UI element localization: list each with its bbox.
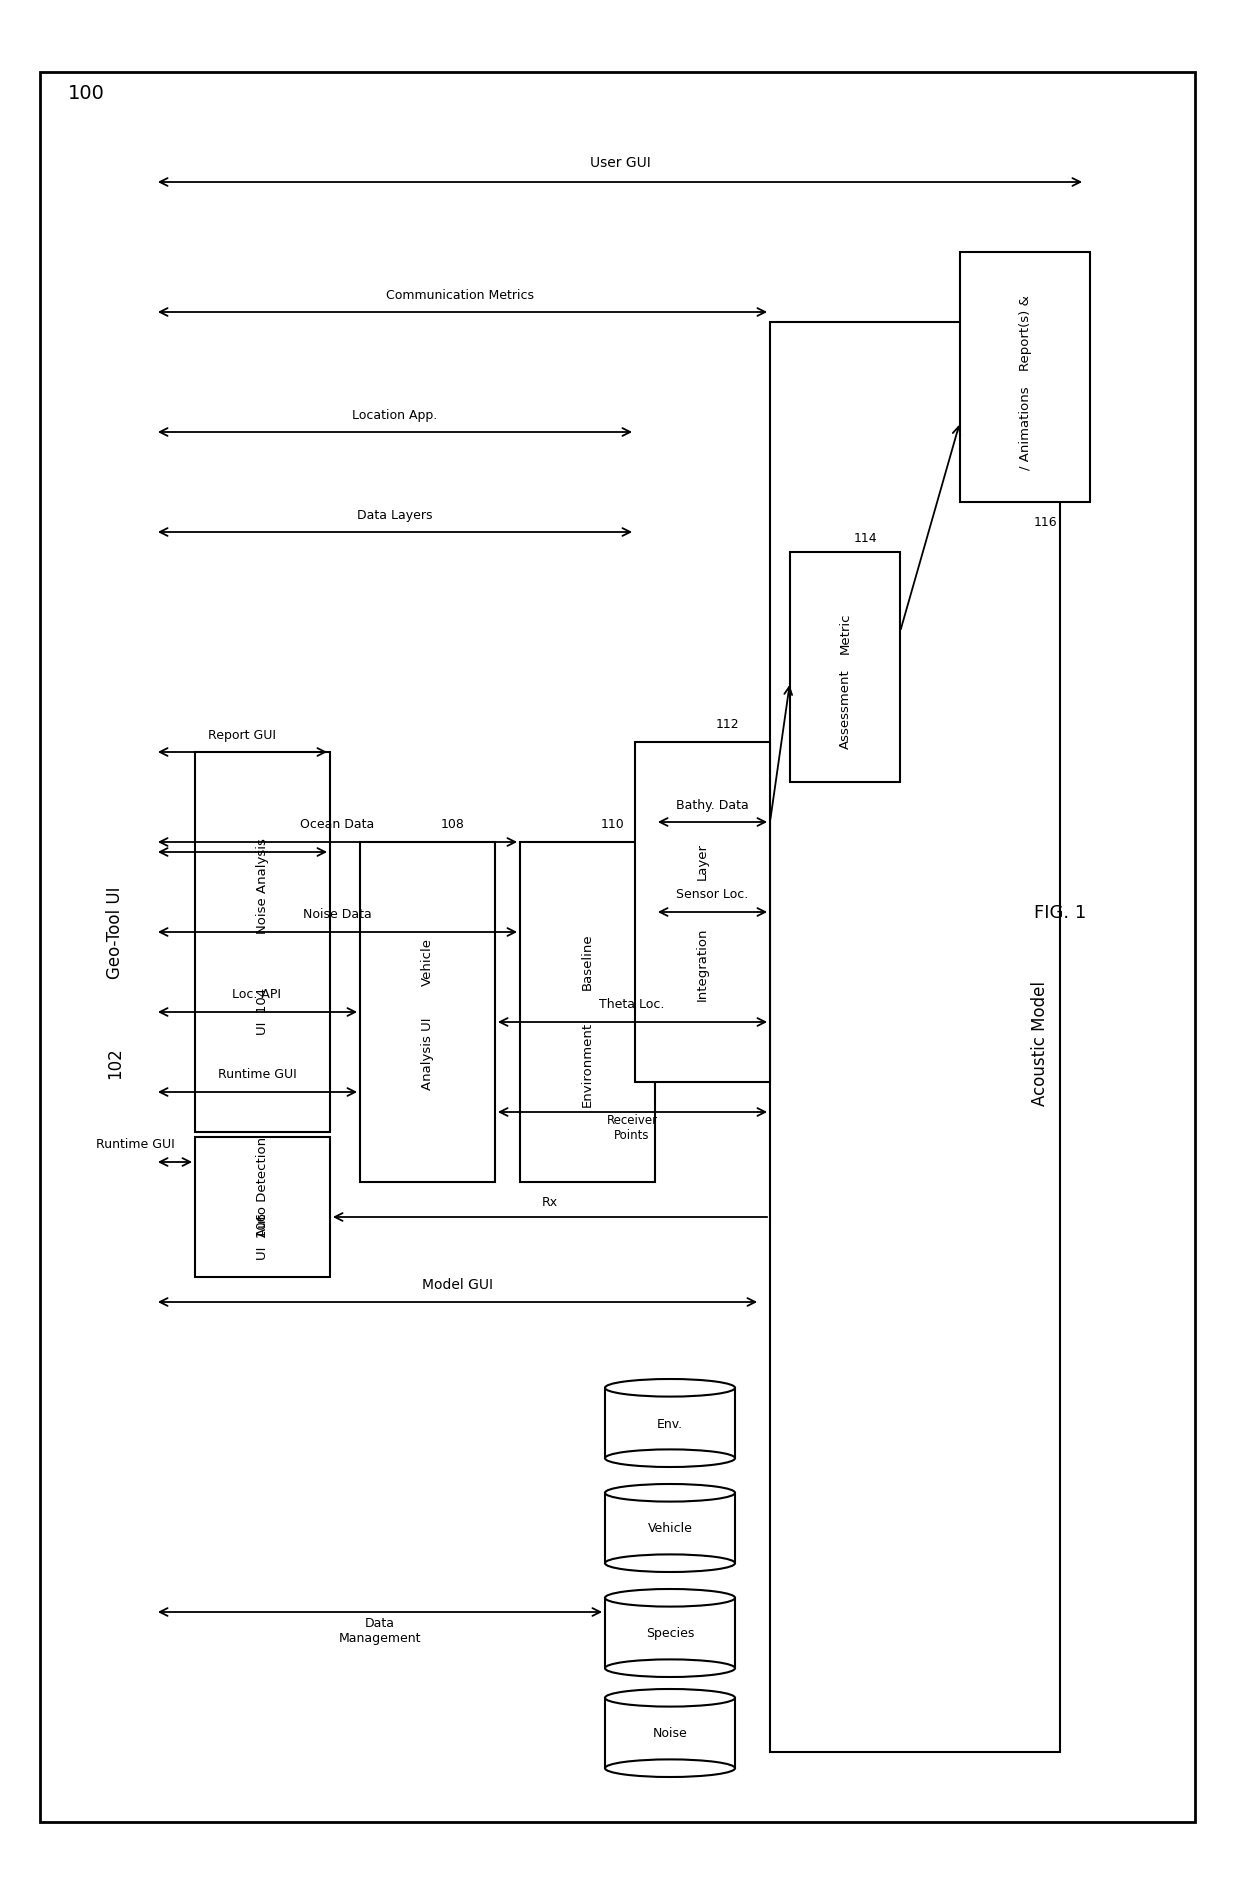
Text: Noise Analysis: Noise Analysis [255, 837, 269, 933]
Text: Assessment: Assessment [838, 670, 852, 749]
Text: 100: 100 [68, 83, 105, 102]
Text: Vehicle: Vehicle [647, 1523, 692, 1534]
Text: 116: 116 [1033, 516, 1056, 529]
Text: Receiver
Points: Receiver Points [606, 1114, 657, 1140]
Text: Model GUI: Model GUI [422, 1278, 492, 1291]
Text: Noise: Noise [652, 1726, 687, 1739]
Text: Communication Metrics: Communication Metrics [386, 288, 534, 301]
Text: Metric: Metric [838, 612, 852, 653]
Text: Theta Loc.: Theta Loc. [599, 997, 665, 1011]
Bar [195, 753, 330, 1133]
Bar [960, 252, 1090, 502]
Text: Data
Management: Data Management [339, 1617, 422, 1645]
Text: Analysis UI: Analysis UI [422, 1016, 434, 1090]
Ellipse shape [605, 1588, 735, 1607]
Bar [195, 1137, 330, 1278]
Text: 110: 110 [600, 819, 625, 832]
Bar [770, 324, 1060, 1752]
Text: UI  106: UI 106 [255, 1212, 269, 1259]
Text: FIG. 1: FIG. 1 [1034, 903, 1086, 922]
Text: Vehicle: Vehicle [422, 937, 434, 986]
Text: Report(s) &: Report(s) & [1018, 295, 1032, 371]
Text: Noise Data: Noise Data [303, 907, 371, 920]
Text: Integration: Integration [696, 926, 709, 999]
Text: Layer: Layer [696, 843, 709, 881]
Text: UI  104: UI 104 [255, 988, 269, 1035]
Text: 102: 102 [105, 1046, 124, 1078]
Text: Rx: Rx [542, 1195, 558, 1208]
Text: User GUI: User GUI [590, 156, 650, 169]
Text: Acoustic Model: Acoustic Model [1030, 981, 1049, 1105]
Ellipse shape [605, 1760, 735, 1777]
Bar [790, 553, 900, 783]
Text: Location App.: Location App. [352, 408, 438, 422]
Text: Sensor Loc.: Sensor Loc. [676, 888, 748, 901]
Text: Runtime GUI: Runtime GUI [218, 1067, 296, 1080]
Text: 114: 114 [853, 531, 877, 544]
Ellipse shape [605, 1449, 735, 1468]
Text: Ocean Data: Ocean Data [300, 819, 374, 832]
Bar [635, 743, 770, 1082]
Ellipse shape [605, 1555, 735, 1571]
Text: Auto Detection: Auto Detection [255, 1137, 269, 1236]
Text: Data Layers: Data Layers [357, 508, 433, 521]
Ellipse shape [605, 1380, 735, 1396]
Text: Environment: Environment [582, 1020, 594, 1107]
Text: 108: 108 [440, 819, 465, 832]
Bar [360, 843, 495, 1182]
Bar [520, 843, 655, 1182]
Text: Env.: Env. [657, 1417, 683, 1430]
Text: Runtime GUI: Runtime GUI [97, 1139, 175, 1152]
Ellipse shape [605, 1690, 735, 1707]
Text: Baseline: Baseline [582, 933, 594, 990]
Ellipse shape [605, 1660, 735, 1677]
Ellipse shape [605, 1485, 735, 1502]
Text: Bathy. Data: Bathy. Data [676, 798, 749, 811]
Text: Geo-Tool UI: Geo-Tool UI [105, 886, 124, 979]
Text: / Animations: / Animations [1018, 386, 1032, 470]
Text: Report GUI: Report GUI [208, 728, 277, 742]
Text: 112: 112 [715, 719, 739, 730]
Text: Loc. API: Loc. API [233, 988, 281, 1001]
Text: Species: Species [646, 1626, 694, 1639]
